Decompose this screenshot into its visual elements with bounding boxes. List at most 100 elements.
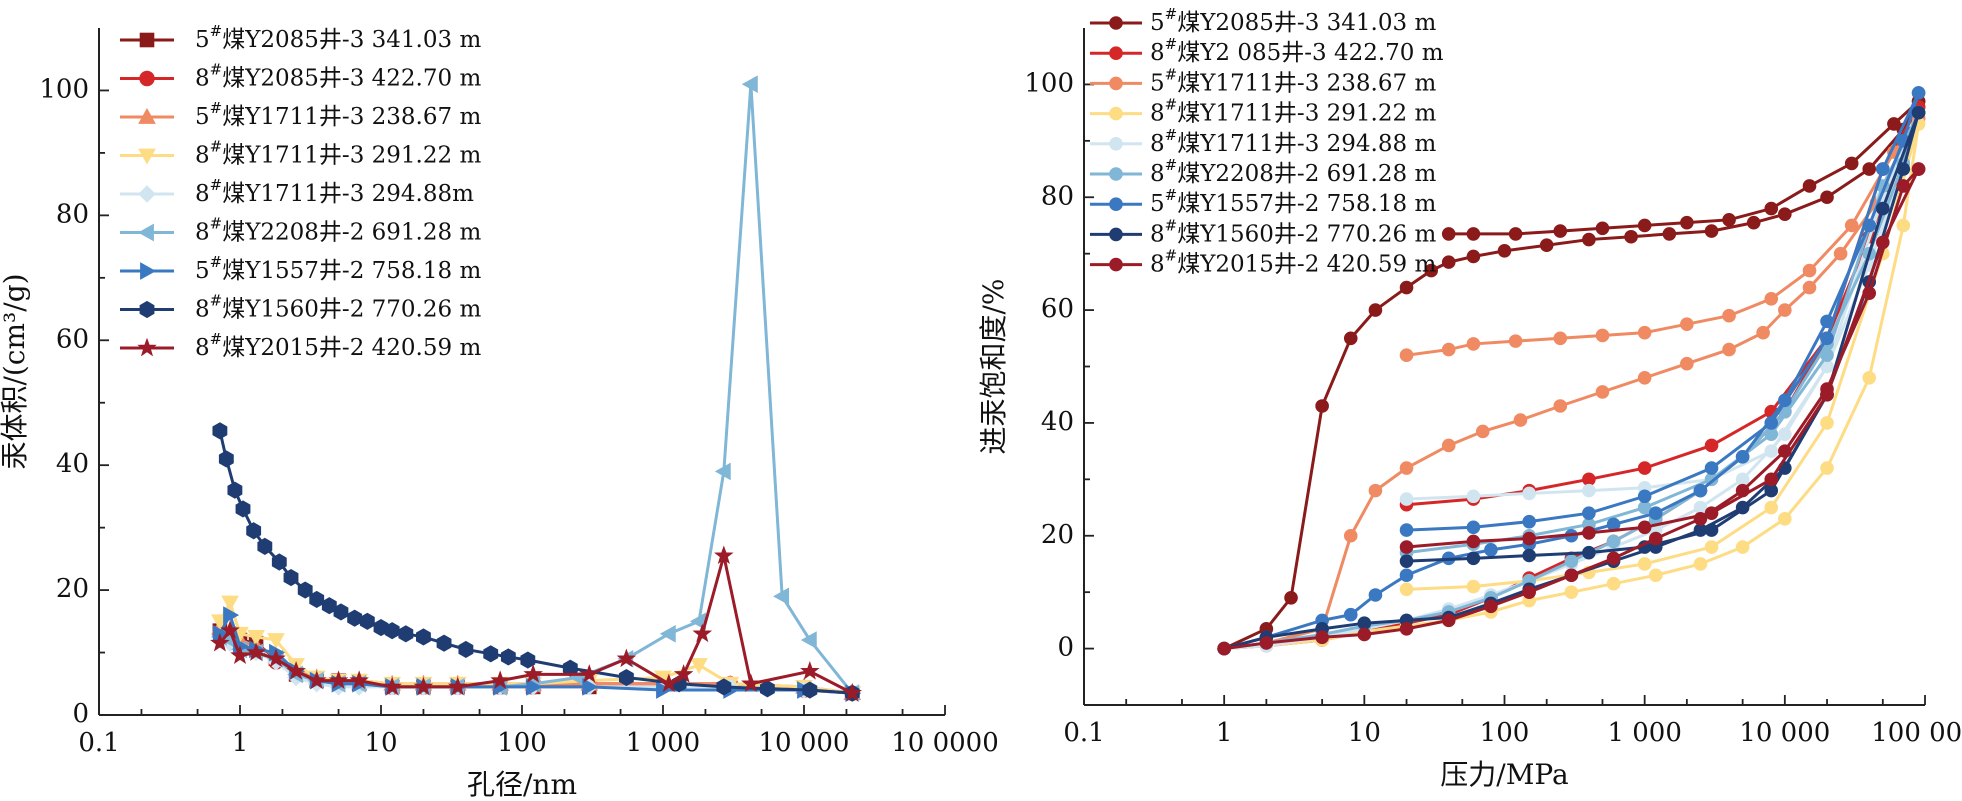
left-series-point: [692, 623, 713, 643]
left-legend-entry: 5#煤Y1557井-2 758.18 m: [195, 253, 481, 284]
right-series-return-point: [1466, 520, 1481, 535]
right-series-return-point: [1704, 540, 1719, 554]
right-series-return-point: [1399, 540, 1414, 554]
right-series-point: [1484, 599, 1498, 614]
right-x-tick-label: 100: [1480, 718, 1530, 748]
right-series-point: [1802, 280, 1817, 295]
left-series-point: [714, 462, 731, 481]
right-series-point: [1564, 585, 1579, 599]
right-series-return-point: [1441, 342, 1456, 357]
right-series-point: [1606, 551, 1621, 566]
right-series-point: [1424, 263, 1439, 278]
right-legend-marker: [1109, 197, 1123, 211]
right-series-point: [1357, 616, 1372, 630]
right-series-return-point: [1637, 500, 1652, 515]
left-legend-marker: [139, 300, 155, 319]
right-series-point: [1564, 554, 1579, 568]
right-series-point: [1704, 224, 1719, 238]
right-series-point: [1217, 641, 1231, 656]
left-series-point: [257, 537, 273, 555]
right-series-point: [1441, 255, 1456, 269]
right-series-point: [1513, 413, 1528, 427]
right-legend-marker: [1109, 16, 1123, 30]
left-series-point: [526, 678, 543, 696]
right-series-point: [1680, 356, 1694, 371]
left-legend-marker: [138, 107, 156, 124]
right-y-tick-label: 80: [1041, 181, 1074, 211]
right-series-return-point: [1595, 328, 1610, 343]
left-series-point: [416, 628, 431, 646]
right-series-return-point: [1722, 213, 1736, 227]
left-series-8: [212, 422, 860, 702]
left-series-point: [690, 658, 708, 675]
right-series-point: [1441, 613, 1456, 628]
right-series-point: [1648, 568, 1663, 583]
right-series-return-point: [1508, 334, 1523, 348]
left-series-point: [321, 597, 337, 615]
right-series-return-point: [1911, 105, 1926, 120]
left-series-point: [218, 450, 234, 468]
left-series-point: [483, 645, 499, 663]
left-series-point: [349, 670, 369, 689]
left-series-point: [582, 678, 599, 696]
right-series-point: [1862, 162, 1877, 176]
left-y-tick-label: 20: [56, 574, 89, 604]
left-legend-entry: 8#煤Y2085井-3 422.70 m: [195, 61, 481, 92]
right-series-return-point: [1637, 489, 1652, 504]
right-series-point: [1746, 215, 1761, 230]
left-legend-entry: 8#煤Y1560井-2 770.26 m: [195, 292, 481, 323]
right-series-return-point: [1764, 500, 1779, 515]
left-x-tick-label: 10 000: [759, 728, 850, 758]
right-series-point: [1896, 218, 1911, 233]
right-legend-marker: [1109, 167, 1123, 181]
left-series-point: [246, 522, 262, 540]
right-series-return-point: [1582, 483, 1596, 498]
right-series-point: [1722, 342, 1736, 357]
left-y-tick-label: 40: [56, 449, 89, 479]
right-series-return-line: [1406, 123, 1921, 591]
right-series-point: [1368, 483, 1383, 498]
left-legend-marker: [139, 32, 155, 48]
left-series-point: [490, 670, 510, 689]
left-legend-entry: 8#煤Y1711井-3 291.22 m: [195, 138, 481, 169]
right-y-axis-label: 进汞饱和度/%: [977, 278, 1010, 454]
right-legend-entry: 8#煤Y2015井-2 420.59 m: [1150, 247, 1436, 278]
right-series-return-point: [1704, 438, 1719, 453]
left-series-line: [218, 430, 853, 695]
right-x-tick-label: 1 000: [1607, 718, 1681, 748]
right-series-point: [1484, 543, 1498, 557]
right-series-point: [1648, 531, 1663, 546]
right-x-tick-label: 1: [1216, 718, 1233, 748]
right-legend-entry: 8#煤Y2208井-2 691.28 m: [1150, 156, 1436, 187]
left-series-point: [659, 673, 679, 693]
left-x-axis-label: 孔径/nm: [467, 768, 577, 801]
right-series-return-point: [1466, 534, 1481, 549]
right-y-tick-label: 60: [1041, 294, 1074, 324]
right-series-return-point: [1553, 331, 1568, 346]
right-series-return-point: [1911, 86, 1926, 100]
right-series-point: [1606, 534, 1621, 549]
left-legend-marker: [138, 185, 156, 203]
right-series-point: [1399, 280, 1414, 295]
left-series-point: [616, 648, 637, 668]
left-series-point: [458, 640, 474, 659]
left-series-point: [716, 678, 732, 696]
left-series-point: [759, 680, 775, 698]
right-series-return-point: [1876, 235, 1890, 250]
right-series-return-point: [1522, 486, 1536, 501]
right-series-point: [1735, 472, 1750, 487]
right-series-return-point: [1522, 548, 1536, 563]
right-legend-marker: [1109, 76, 1123, 91]
right-series-point: [1522, 585, 1536, 599]
left-series-point: [523, 664, 543, 683]
right-series-return-point: [1595, 221, 1610, 236]
right-series-point: [1624, 229, 1638, 244]
left-y-tick-label: 100: [39, 74, 89, 104]
left-series-point: [398, 625, 414, 643]
left-legend-marker: [138, 148, 156, 165]
right-series-return-point: [1764, 292, 1779, 306]
left-series-point: [659, 624, 676, 643]
left-series-6: [210, 75, 860, 702]
right-series-return-point: [1820, 331, 1834, 346]
